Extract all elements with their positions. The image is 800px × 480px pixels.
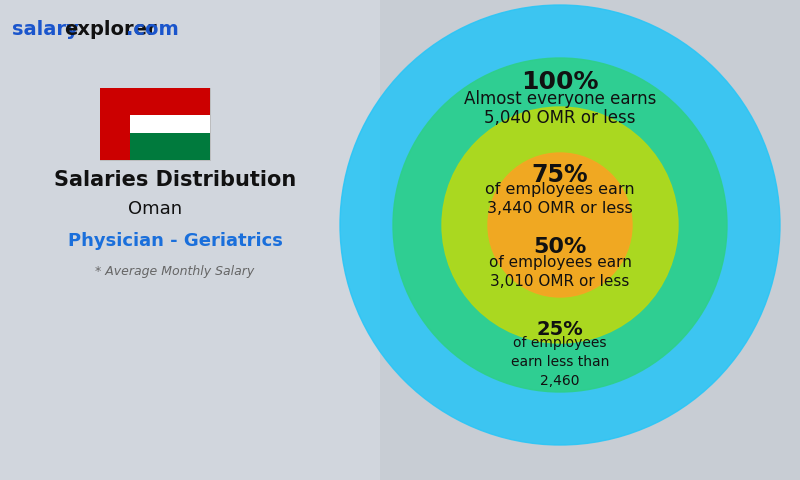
Text: * Average Monthly Salary: * Average Monthly Salary [95,265,254,278]
Text: Salaries Distribution: Salaries Distribution [54,170,296,190]
Circle shape [488,153,632,297]
Text: of employees earn: of employees earn [485,182,635,197]
Bar [130,132,210,160]
Text: 100%: 100% [522,70,598,94]
Text: Almost everyone earns: Almost everyone earns [464,90,656,108]
Circle shape [393,58,727,392]
Text: .com: .com [126,20,178,39]
Bar [100,88,130,160]
Text: 3,010 OMR or less: 3,010 OMR or less [490,274,630,289]
Text: 75%: 75% [532,163,588,187]
Circle shape [340,5,780,445]
Bar [100,88,210,160]
Text: of employees earn: of employees earn [489,255,631,270]
Bar [0,0,380,480]
Text: 50%: 50% [534,237,586,257]
Bar [130,88,210,115]
Text: of employees: of employees [514,336,606,350]
Text: 25%: 25% [537,320,583,339]
Text: 2,460: 2,460 [540,374,580,388]
Text: Oman: Oman [128,200,182,218]
Text: 3,440 OMR or less: 3,440 OMR or less [487,201,633,216]
Text: Physician - Geriatrics: Physician - Geriatrics [67,232,282,250]
Circle shape [442,107,678,343]
Text: explorer: explorer [64,20,157,39]
Text: salary: salary [12,20,78,39]
Bar [130,115,210,132]
Text: earn less than: earn less than [511,355,609,369]
Text: 5,040 OMR or less: 5,040 OMR or less [484,109,636,127]
